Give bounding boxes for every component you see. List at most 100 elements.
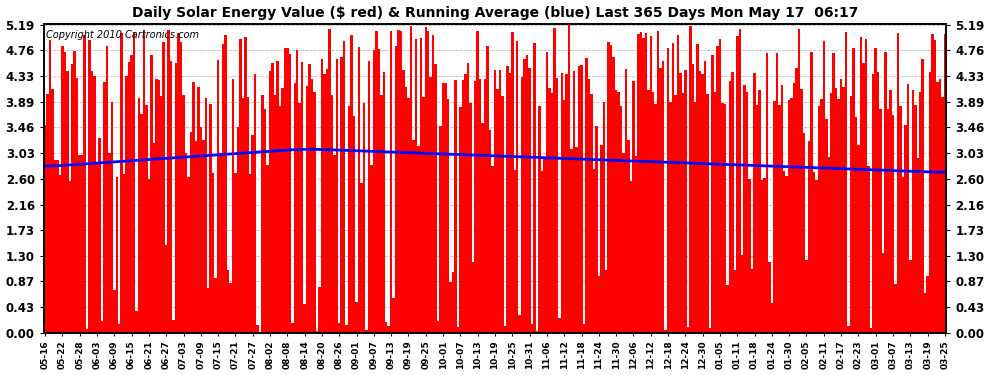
- Bar: [682, 93, 684, 333]
- Bar: [600, 146, 603, 333]
- Bar: [625, 69, 628, 333]
- Bar: [778, 105, 780, 333]
- Bar: [141, 114, 143, 333]
- Bar: [210, 105, 212, 333]
- Bar: [633, 81, 635, 333]
- Bar: [91, 71, 93, 333]
- Bar: [63, 53, 66, 333]
- Bar: [370, 165, 372, 333]
- Bar: [76, 78, 78, 333]
- Bar: [499, 70, 501, 333]
- Bar: [68, 181, 71, 333]
- Bar: [618, 92, 620, 333]
- Bar: [937, 82, 939, 333]
- Bar: [410, 26, 412, 333]
- Bar: [83, 35, 86, 333]
- Bar: [672, 43, 674, 333]
- Bar: [316, 332, 318, 333]
- Bar: [753, 74, 755, 333]
- Bar: [519, 315, 521, 333]
- Bar: [628, 140, 630, 333]
- Bar: [877, 72, 879, 333]
- Bar: [813, 172, 815, 333]
- Bar: [511, 32, 514, 333]
- Bar: [504, 326, 506, 333]
- Bar: [810, 52, 813, 333]
- Bar: [276, 61, 279, 333]
- Bar: [491, 166, 494, 333]
- Bar: [162, 42, 165, 333]
- Bar: [200, 128, 202, 333]
- Bar: [825, 119, 828, 333]
- Bar: [514, 170, 516, 333]
- Bar: [731, 72, 734, 333]
- Bar: [442, 83, 445, 333]
- Bar: [704, 61, 707, 333]
- Bar: [180, 42, 182, 333]
- Bar: [417, 146, 420, 333]
- Bar: [407, 98, 410, 333]
- Bar: [155, 79, 157, 333]
- Bar: [405, 87, 407, 333]
- Bar: [464, 74, 466, 333]
- Bar: [550, 93, 553, 333]
- Bar: [318, 287, 321, 333]
- Bar: [924, 292, 927, 333]
- Bar: [128, 62, 131, 333]
- Bar: [755, 105, 758, 333]
- Bar: [605, 270, 608, 333]
- Bar: [941, 97, 943, 333]
- Bar: [726, 285, 729, 333]
- Bar: [780, 85, 783, 333]
- Bar: [613, 57, 615, 333]
- Bar: [603, 102, 605, 333]
- Bar: [121, 33, 123, 333]
- Bar: [598, 276, 600, 333]
- Bar: [743, 85, 745, 333]
- Bar: [111, 102, 113, 333]
- Bar: [187, 177, 190, 333]
- Bar: [461, 80, 464, 333]
- Bar: [479, 79, 481, 333]
- Bar: [765, 53, 768, 333]
- Bar: [157, 80, 160, 333]
- Bar: [857, 145, 859, 333]
- Bar: [654, 104, 657, 333]
- Bar: [773, 101, 775, 333]
- Bar: [481, 123, 484, 333]
- Bar: [123, 174, 126, 333]
- Bar: [536, 331, 539, 333]
- Bar: [225, 35, 227, 333]
- Bar: [862, 63, 864, 333]
- Bar: [803, 133, 805, 333]
- Bar: [430, 77, 432, 333]
- Bar: [610, 45, 613, 333]
- Bar: [78, 155, 81, 333]
- Bar: [435, 64, 437, 333]
- Bar: [293, 83, 296, 333]
- Bar: [798, 28, 800, 333]
- Bar: [750, 269, 753, 333]
- Bar: [585, 58, 588, 333]
- Bar: [689, 26, 692, 333]
- Bar: [917, 158, 919, 333]
- Bar: [459, 107, 461, 333]
- Bar: [298, 103, 301, 333]
- Bar: [58, 175, 61, 333]
- Bar: [534, 43, 536, 333]
- Bar: [914, 105, 917, 333]
- Bar: [659, 68, 662, 333]
- Bar: [47, 94, 49, 333]
- Bar: [451, 272, 454, 333]
- Bar: [702, 74, 704, 333]
- Bar: [529, 69, 531, 333]
- Bar: [402, 70, 405, 333]
- Bar: [235, 172, 237, 333]
- Bar: [205, 98, 207, 333]
- Bar: [160, 96, 162, 333]
- Bar: [640, 32, 643, 333]
- Bar: [113, 290, 116, 333]
- Bar: [484, 79, 486, 333]
- Bar: [98, 138, 101, 333]
- Bar: [237, 127, 240, 333]
